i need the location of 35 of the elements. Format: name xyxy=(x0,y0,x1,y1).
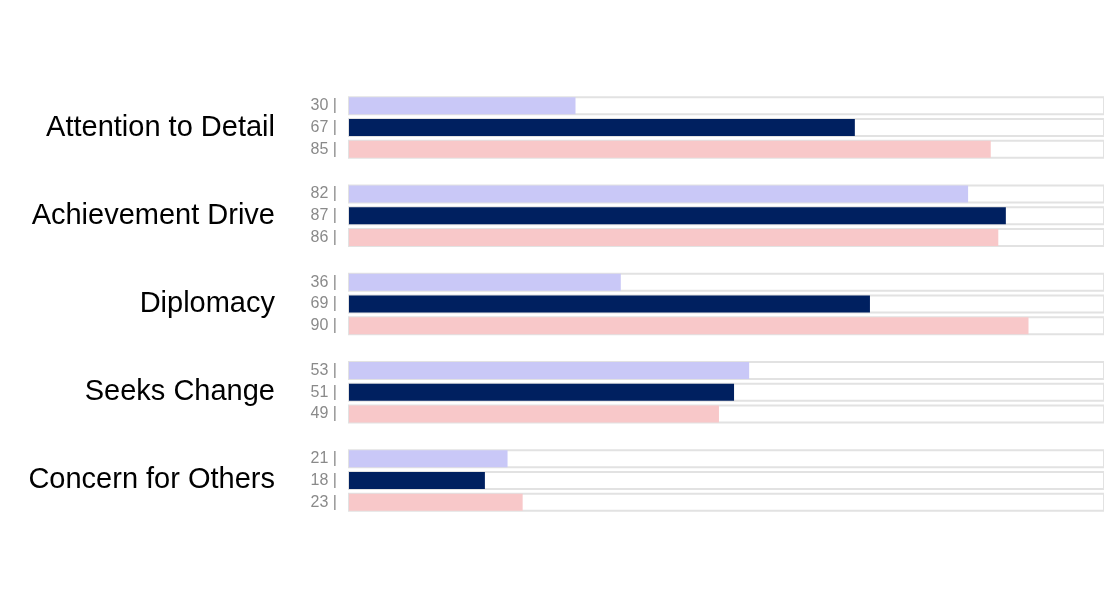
bar xyxy=(349,273,621,291)
bar xyxy=(349,295,870,313)
data-label: 82 | xyxy=(310,184,337,202)
data-label: 69 | xyxy=(310,294,337,312)
data-label: 86 | xyxy=(310,227,337,245)
bar xyxy=(349,493,523,511)
bar xyxy=(349,361,750,379)
y-tick-label: Attention to Detail xyxy=(46,109,275,142)
bar xyxy=(349,471,485,489)
data-label: 30 | xyxy=(310,96,337,114)
data-label: 90 | xyxy=(310,316,337,334)
bar xyxy=(349,140,991,158)
data-label: 49 | xyxy=(310,404,337,422)
data-label: 36 | xyxy=(310,272,337,290)
bar xyxy=(349,207,1006,225)
bar xyxy=(349,317,1029,335)
data-label: 18 | xyxy=(310,470,337,488)
bar xyxy=(349,450,508,468)
y-tick-label: Seeks Change xyxy=(84,374,275,407)
data-label: 51 | xyxy=(310,382,337,400)
y-tick-label: Concern for Others xyxy=(28,462,275,495)
data-label: 21 | xyxy=(310,449,337,467)
y-tick-label: Diplomacy xyxy=(139,286,276,318)
bar xyxy=(349,405,719,423)
data-label: 23 | xyxy=(310,492,337,510)
bar xyxy=(349,97,576,115)
bar xyxy=(349,185,969,203)
bar xyxy=(349,383,735,401)
data-label: 85 | xyxy=(310,139,337,157)
bar xyxy=(349,229,999,247)
bar xyxy=(349,119,855,137)
data-label: 87 | xyxy=(310,206,337,224)
y-tick-label: Achievement Drive xyxy=(31,197,275,230)
data-label: 67 | xyxy=(310,117,337,135)
data-label: 53 | xyxy=(310,360,337,378)
